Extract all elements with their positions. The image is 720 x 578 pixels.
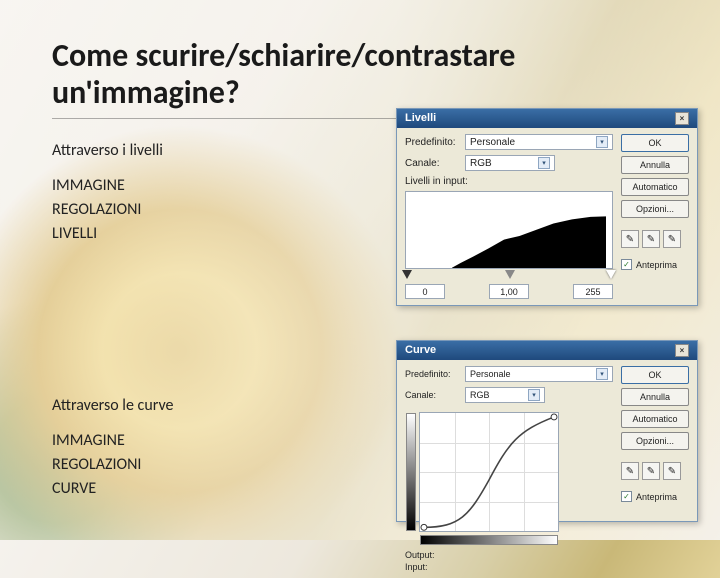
chevron-down-icon: ▾ bbox=[538, 157, 550, 169]
curve-cancel-button[interactable]: Annulla bbox=[621, 388, 689, 406]
close-icon[interactable]: × bbox=[675, 112, 689, 125]
preset-select[interactable]: Personale ▾ bbox=[465, 134, 613, 150]
levels-title-text: Livelli bbox=[405, 112, 436, 125]
curve-ok-button[interactable]: OK bbox=[621, 366, 689, 384]
eyedropper-black-icon[interactable]: ✎ bbox=[621, 230, 639, 248]
input-slider[interactable] bbox=[405, 271, 613, 281]
eyedropper-gray-icon[interactable]: ✎ bbox=[642, 462, 660, 480]
ok-button[interactable]: OK bbox=[621, 134, 689, 152]
curve-io-readout: Output: Input: bbox=[405, 550, 613, 572]
eyedropper-group: ✎ ✎ ✎ bbox=[621, 230, 689, 248]
histogram bbox=[405, 191, 613, 269]
slide: Come scurire/schiarire/contrastare un'im… bbox=[0, 0, 720, 540]
curve-auto-button[interactable]: Automatico bbox=[621, 410, 689, 428]
preview-checkbox[interactable]: ✓ Anteprima bbox=[621, 259, 689, 270]
input-levels-label: Livelli in input: bbox=[405, 176, 613, 187]
curve-channel-select[interactable]: RGB ▾ bbox=[465, 387, 545, 403]
white-point-input[interactable]: 255 bbox=[573, 284, 613, 299]
black-point-input[interactable]: 0 bbox=[405, 284, 445, 299]
channel-select[interactable]: RGB ▾ bbox=[465, 155, 555, 171]
curves-titlebar[interactable]: Curve × bbox=[397, 341, 697, 360]
curves-dialog: Curve × Predefinito: Personale ▾ Canale: bbox=[396, 340, 698, 522]
cancel-button[interactable]: Annulla bbox=[621, 156, 689, 174]
curve-eyedropper-group: ✎ ✎ ✎ bbox=[621, 462, 689, 480]
close-icon[interactable]: × bbox=[675, 344, 689, 357]
title-line2: un'immagine? bbox=[52, 73, 240, 112]
preset-label: Predefinito: bbox=[405, 137, 461, 148]
chevron-down-icon: ▾ bbox=[528, 389, 540, 401]
curve-channel-label: Canale: bbox=[405, 390, 461, 400]
curve-channel-value: RGB bbox=[470, 390, 490, 400]
eyedropper-gray-icon[interactable]: ✎ bbox=[642, 230, 660, 248]
preview-label: Anteprima bbox=[636, 260, 677, 270]
chevron-down-icon: ▾ bbox=[596, 136, 608, 148]
preset-value: Personale bbox=[470, 137, 515, 148]
curve-preset-value: Personale bbox=[470, 369, 511, 379]
gamma-input[interactable]: 1,00 bbox=[489, 284, 529, 299]
channel-value: RGB bbox=[470, 158, 492, 169]
curve-preset-select[interactable]: Personale ▾ bbox=[465, 366, 613, 382]
eyedropper-black-icon[interactable]: ✎ bbox=[621, 462, 639, 480]
eyedropper-white-icon[interactable]: ✎ bbox=[663, 230, 681, 248]
curve-path bbox=[420, 413, 558, 531]
curve-graph[interactable] bbox=[419, 412, 559, 532]
chevron-down-icon: ▾ bbox=[596, 368, 608, 380]
curves-title-text: Curve bbox=[405, 344, 436, 357]
curve-preview-checkbox[interactable]: ✓ Anteprima bbox=[621, 491, 689, 502]
curve-input-label: Input: bbox=[405, 562, 435, 572]
auto-button[interactable]: Automatico bbox=[621, 178, 689, 196]
eyedropper-white-icon[interactable]: ✎ bbox=[663, 462, 681, 480]
options-button[interactable]: Opzioni... bbox=[621, 200, 689, 218]
levels-titlebar[interactable]: Livelli × bbox=[397, 109, 697, 128]
checkbox-checked-icon: ✓ bbox=[621, 259, 632, 270]
slide-title: Come scurire/schiarire/contrastare un'im… bbox=[52, 38, 668, 119]
curve-preview-label: Anteprima bbox=[636, 492, 677, 502]
checkbox-checked-icon: ✓ bbox=[621, 491, 632, 502]
curve-options-button[interactable]: Opzioni... bbox=[621, 432, 689, 450]
title-line1: Come scurire/schiarire/contrastare bbox=[52, 36, 515, 75]
levels-dialog: Livelli × Predefinito: Personale ▾ Canal… bbox=[396, 108, 698, 306]
curve-output-label: Output: bbox=[405, 550, 435, 560]
channel-label: Canale: bbox=[405, 158, 461, 169]
curve-preset-label: Predefinito: bbox=[405, 369, 461, 379]
